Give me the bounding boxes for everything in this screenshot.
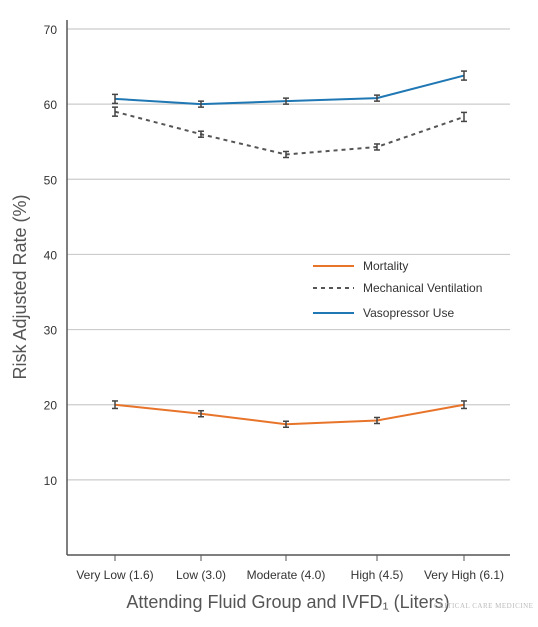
y-tick-label-60: 60 [44, 98, 58, 112]
series-0 [112, 400, 467, 429]
error-bar-2-1 [198, 100, 204, 108]
legend: Mortality Mechanical Ventilation Vasopress… [313, 259, 482, 320]
y-tick-label-10: 10 [44, 474, 58, 488]
legend-label-1: Mechanical Ventilation [363, 281, 482, 295]
error-bar-1-2 [283, 150, 289, 159]
error-bar-0-3 [374, 416, 380, 425]
error-bar-2-2 [283, 97, 289, 105]
y-tick-label-40: 40 [44, 248, 58, 262]
y-tick-label-70: 70 [44, 23, 58, 37]
error-bar-0-0 [112, 400, 118, 410]
x-tick-label-4: Very High (6.1) [424, 568, 504, 582]
watermark: CRITICAL CARE MEDICINE [434, 602, 533, 610]
x-tick-label-2: Moderate (4.0) [247, 568, 326, 582]
error-bar-1-0 [112, 106, 118, 117]
y-tick-labels: 10 20 30 40 50 60 70 [44, 23, 58, 488]
error-bar-0-1 [198, 409, 204, 418]
y-tick-label-30: 30 [44, 324, 58, 338]
y-tick-label-20: 20 [44, 399, 58, 413]
series-lines [112, 70, 467, 429]
legend-item-0: Mortality [313, 259, 408, 273]
x-tick-label-0: Very Low (1.6) [76, 568, 153, 582]
error-bar-0-4 [461, 400, 467, 410]
series-line-2 [114, 74, 465, 106]
error-bar-1-1 [198, 130, 204, 138]
error-bar-2-4 [461, 70, 467, 81]
x-tick-labels: Very Low (1.6) Low (3.0) Moderate (4.0) Hig… [76, 555, 504, 582]
error-bar-0-2 [283, 420, 289, 429]
legend-label-2: Vasopressor Use [363, 306, 454, 320]
error-bar-1-4 [461, 111, 467, 123]
legend-label-0: Mortality [363, 259, 408, 273]
series-line-1 [114, 110, 465, 156]
grid-lines [67, 28, 510, 481]
error-bar-1-3 [374, 143, 380, 151]
x-axis-title: Attending Fluid Group and IVFD₁ (Liters) [126, 592, 449, 612]
series-1 [112, 106, 467, 159]
x-tick-label-1: Low (3.0) [176, 568, 226, 582]
legend-item-2: Vasopressor Use [313, 306, 454, 320]
y-tick-label-50: 50 [44, 173, 58, 187]
error-bar-2-3 [374, 94, 380, 102]
series-2 [112, 70, 467, 108]
legend-item-1: Mechanical Ventilation [313, 281, 482, 295]
error-bar-2-0 [112, 93, 118, 105]
series-line-0 [114, 403, 465, 426]
y-axis-title: Risk Adjusted Rate (%) [10, 194, 30, 379]
x-tick-label-3: High (4.5) [351, 568, 404, 582]
